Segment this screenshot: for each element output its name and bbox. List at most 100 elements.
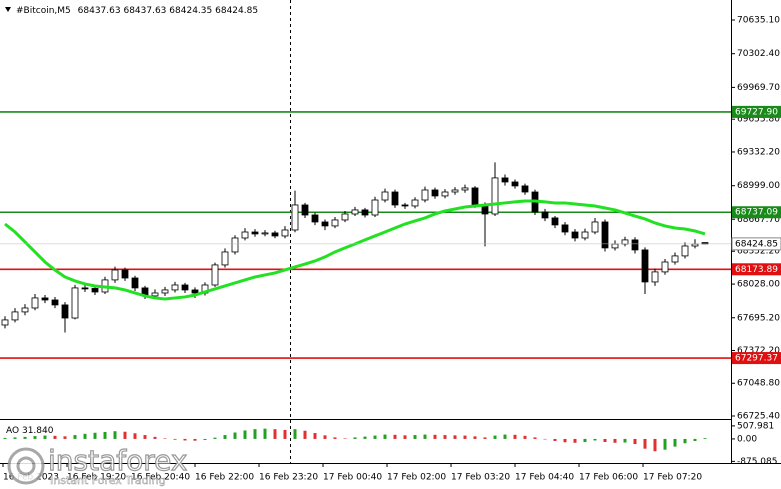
candle-body (321, 221, 329, 227)
ao-bar (223, 435, 227, 439)
candle-body (641, 249, 649, 283)
candle-body (561, 224, 569, 233)
x-tick-label: 17 Feb 00:40 (323, 473, 382, 483)
header-high: 68437.63 (123, 6, 166, 16)
candle-body (11, 311, 19, 321)
candle-body (671, 255, 679, 263)
ao-bar (53, 435, 57, 439)
ao-bar (543, 438, 547, 440)
ao-bar (183, 438, 187, 441)
candle-body (71, 287, 79, 319)
ao-bar (693, 438, 697, 441)
level-label-box (732, 105, 781, 118)
candle-body (631, 239, 639, 251)
header-low: 68424.35 (169, 6, 212, 16)
ao-bar (403, 435, 407, 439)
candle-body (551, 217, 559, 226)
y-tick-label: 67048.80 (737, 379, 780, 389)
candle-body (31, 297, 39, 309)
candle-body (351, 209, 359, 215)
candle-body (521, 185, 529, 193)
watermark: instaforex Instant Forex Trading (7, 443, 188, 487)
candle-body (191, 289, 199, 294)
ao-bar (323, 435, 327, 439)
watermark-logo (7, 447, 45, 485)
ao-bar (293, 429, 297, 439)
candle-body (131, 277, 139, 289)
ao-bar (433, 434, 437, 439)
ao-bar (423, 434, 427, 439)
x-tick-label: 16 Feb 23:20 (259, 473, 318, 483)
y-tick-label: 67695.20 (737, 313, 780, 323)
ao-bar (43, 435, 47, 439)
candle-body (511, 181, 519, 187)
ao-bar (93, 432, 97, 439)
candle-body (571, 231, 579, 239)
candle-body (501, 177, 509, 183)
candle-body (211, 264, 219, 286)
ao-bar (23, 436, 27, 439)
level-label-box (732, 263, 781, 276)
ao-bar (633, 438, 637, 445)
ao-bar (463, 435, 467, 439)
candle-body (121, 269, 129, 279)
y-tick-label: 68999.00 (737, 181, 780, 191)
header-close: 68424.85 (215, 6, 258, 16)
ao-bar (583, 438, 587, 442)
candle-body (691, 243, 699, 247)
x-tick-label: 17 Feb 04:40 (515, 473, 574, 483)
ao-bar (603, 438, 607, 442)
ao-bar (173, 438, 177, 440)
candle-body (371, 199, 379, 216)
candle-body (281, 229, 289, 237)
ao-bar (63, 436, 67, 439)
ao-bar (473, 436, 477, 439)
ao-tick-label: 507.981 (737, 421, 774, 431)
ao-bar (553, 438, 557, 441)
ao-bar (353, 437, 357, 439)
ao-bar (523, 435, 527, 439)
candle-body (651, 271, 659, 283)
candle-body (591, 221, 599, 233)
candle-body (231, 237, 239, 253)
candle-body (441, 191, 449, 197)
ao-name: AO (6, 426, 19, 436)
ao-bar (103, 432, 107, 439)
candle-body (261, 232, 269, 235)
x-tick-label: 17 Feb 07:20 (643, 473, 702, 483)
level-label-box (732, 352, 781, 365)
ao-bar (593, 438, 597, 441)
candle-body (241, 231, 249, 239)
watermark-slogan: Instant Forex Trading (50, 474, 166, 487)
y-tick-label: 67372.20 (737, 346, 780, 356)
candle-body (461, 187, 469, 191)
collapse-arrow[interactable] (5, 7, 11, 12)
candle-body (111, 269, 119, 281)
ao-bar (333, 437, 337, 439)
candle-body (491, 177, 499, 215)
ao-bar (503, 434, 507, 439)
ao-bar (343, 438, 347, 439)
candle-body (91, 288, 99, 293)
candle-body (471, 187, 479, 206)
candle-body (451, 189, 459, 193)
candle-body (381, 191, 389, 201)
level-label: 67297.37 (735, 354, 778, 364)
ao-bar (133, 433, 137, 439)
ao-header: AO 31.840 (6, 426, 54, 436)
candle-body (271, 232, 279, 237)
ao-bar (513, 434, 517, 439)
ao-bar (283, 429, 287, 439)
candle-body (1, 319, 9, 326)
candle-body (171, 284, 179, 291)
ao-bar (113, 431, 117, 439)
ao-bar (33, 436, 37, 439)
ao-bar (273, 429, 277, 439)
ao-bar (393, 434, 397, 439)
level-label-box (732, 206, 781, 219)
ao-bar (643, 438, 647, 449)
candle-body (331, 219, 339, 227)
candle-body (421, 189, 429, 201)
ao-bar (3, 437, 7, 439)
